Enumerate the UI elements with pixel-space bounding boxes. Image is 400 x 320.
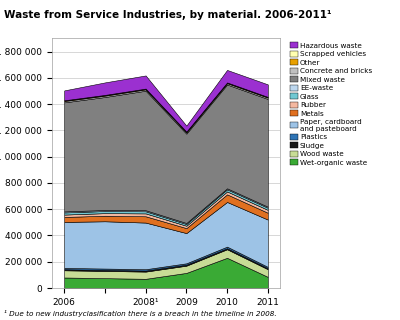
Legend: Hazardous waste, Scrapped vehicles, Other, Concrete and bricks, Mixed waste, EE-: Hazardous waste, Scrapped vehicles, Othe… (290, 42, 372, 166)
Text: ¹ Due to new industryclasification there is a breach in the timeline in 2008.: ¹ Due to new industryclasification there… (4, 310, 277, 317)
Text: Waste from Service Industries, by material. 2006-2011¹: Waste from Service Industries, by materi… (4, 10, 332, 20)
